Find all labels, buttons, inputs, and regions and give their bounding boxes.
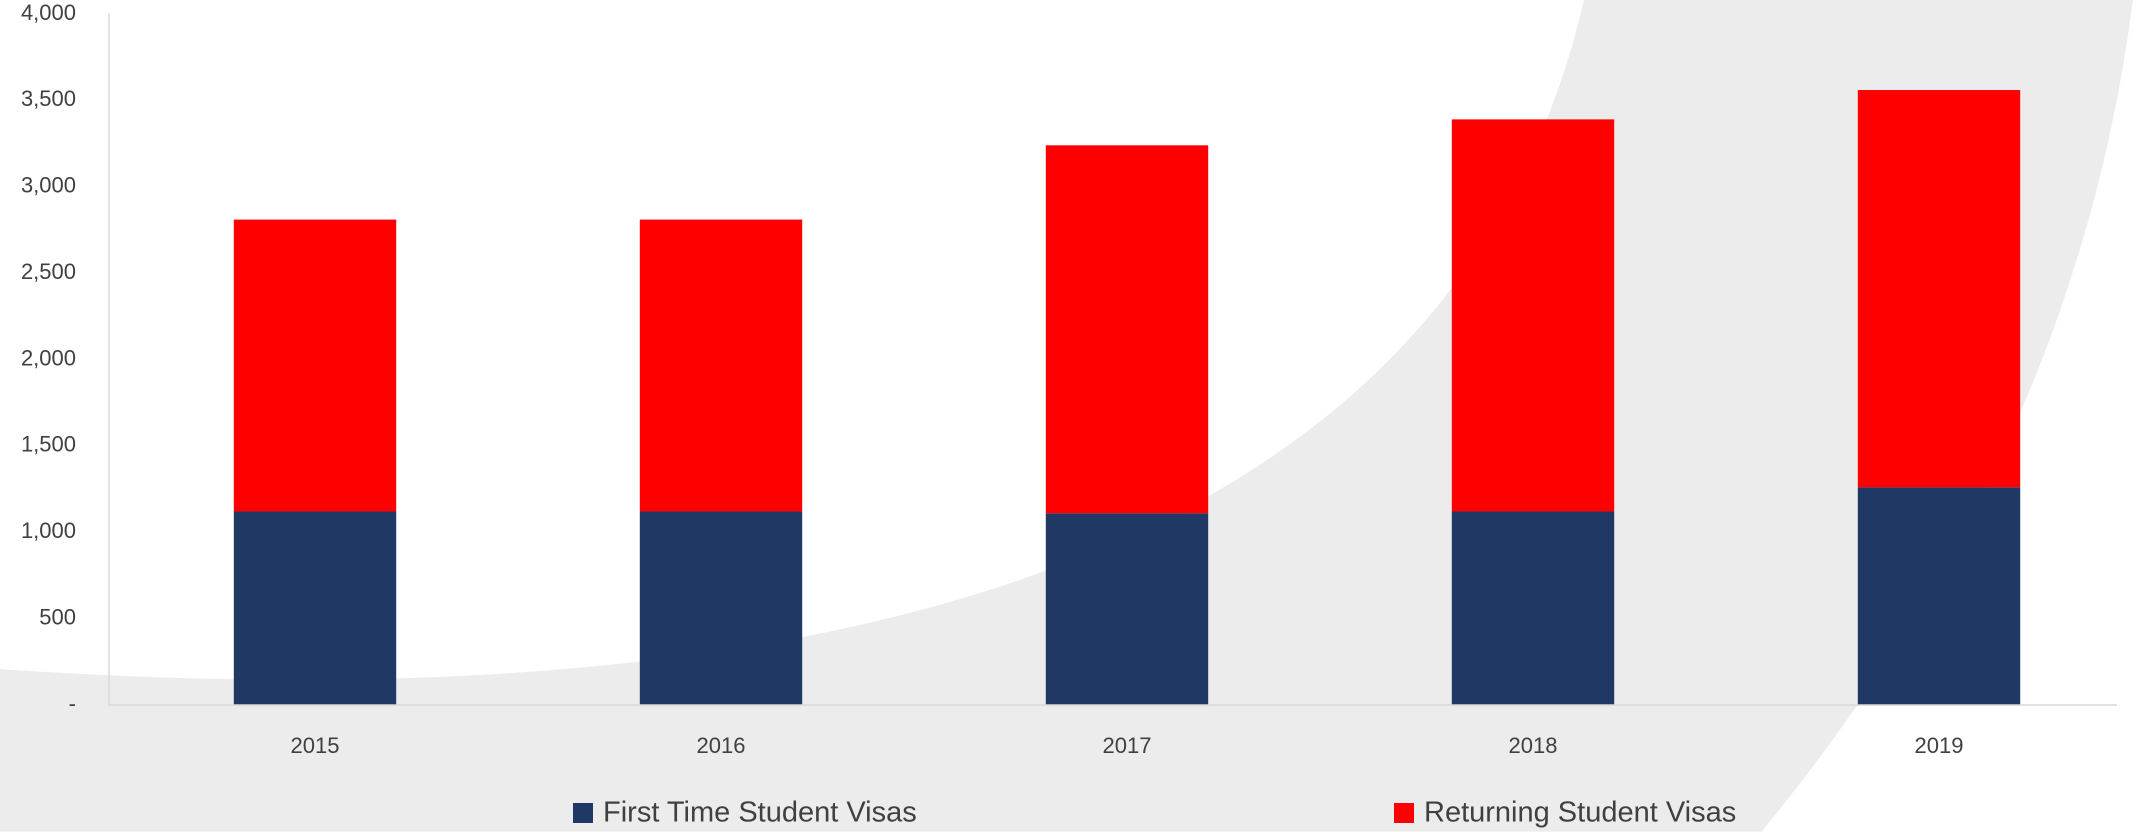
- y-tick-label: 2,500: [21, 259, 76, 284]
- x-tick-label: 2017: [1103, 733, 1152, 758]
- x-tick-label: 2015: [291, 733, 340, 758]
- legend-label: First Time Student Visas: [603, 797, 917, 829]
- x-tick-label: 2018: [1509, 733, 1558, 758]
- y-tick-label: 500: [39, 604, 76, 629]
- legend-swatch: [1394, 803, 1414, 823]
- y-tick-label: 3,500: [21, 86, 76, 111]
- bar-segment: [1451, 119, 1615, 512]
- x-tick-label: 2019: [1915, 733, 1964, 758]
- bar-segment: [1045, 145, 1209, 514]
- y-tick-label: 4,000: [21, 0, 76, 25]
- legend-swatch: [573, 803, 593, 823]
- y-tick-label: -: [69, 691, 76, 716]
- bar-segment: [233, 219, 397, 512]
- x-tick-label: 2016: [697, 733, 746, 758]
- bar-segment: [233, 511, 397, 705]
- bar-segment: [639, 511, 803, 705]
- bar-segment: [639, 219, 803, 512]
- legend-label: Returning Student Visas: [1424, 797, 1736, 829]
- y-tick-label: 3,000: [21, 173, 76, 198]
- bar-segment: [1857, 90, 2021, 488]
- bar-segment: [1857, 487, 2021, 705]
- y-tick-label: 1,000: [21, 518, 76, 543]
- bar-segment: [1045, 513, 1209, 705]
- y-tick-label: 2,000: [21, 345, 76, 370]
- bar-segment: [1451, 511, 1615, 705]
- y-tick-label: 1,500: [21, 432, 76, 457]
